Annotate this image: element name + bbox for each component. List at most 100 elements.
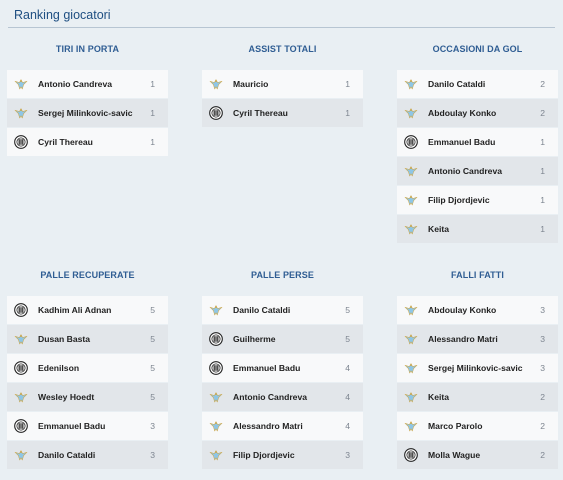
stat-value: 5	[345, 305, 350, 315]
player-row[interactable]: Antonio Candreva 1	[7, 70, 168, 98]
player-name: Filip Djordjevic	[428, 195, 490, 205]
lazio-eagle-icon	[209, 79, 223, 90]
player-row[interactable]: Abdoulay Konko 3	[397, 296, 558, 324]
lazio-eagle-icon	[14, 108, 28, 119]
player-row[interactable]: Antonio Candreva 4	[202, 383, 363, 411]
stat-value: 3	[345, 450, 350, 460]
player-row[interactable]: Molla Wague 2	[397, 441, 558, 469]
panel-title: ASSIST TOTALI	[248, 44, 317, 54]
player-row[interactable]: Antonio Candreva 1	[397, 157, 558, 185]
ranking-list: Danilo Cataldi 2 Abdoulay Konko 2 Emmanuel B…	[397, 70, 558, 243]
player-row[interactable]: Edenilson 5	[7, 354, 168, 382]
player-name: Alessandro Matri	[233, 421, 303, 431]
player-row[interactable]: Alessandro Matri 3	[397, 325, 558, 353]
player-name: Emmanuel Badu	[38, 421, 106, 431]
player-row[interactable]: Emmanuel Badu 3	[7, 412, 168, 440]
stat-value: 3	[150, 421, 155, 431]
player-row[interactable]: Danilo Cataldi 2	[397, 70, 558, 98]
ranking-panel: PALLE RECUPERATE Kadhim Ali Adnan 5 Dusan …	[7, 270, 168, 470]
stat-value: 5	[150, 305, 155, 315]
player-row[interactable]: Alessandro Matri 4	[202, 412, 363, 440]
player-name: Alessandro Matri	[428, 334, 498, 344]
udinese-crest-icon	[209, 332, 223, 346]
player-name: Keita	[428, 224, 450, 234]
ranking-panel: PALLE PERSE Danilo Cataldi 5 Guilherme 5 Emm…	[202, 270, 363, 470]
player-row[interactable]: Mauricio 1	[202, 70, 363, 98]
player-name: Danilo Cataldi	[38, 450, 96, 460]
player-name: Danilo Cataldi	[428, 79, 486, 89]
player-row[interactable]: Danilo Cataldi 3	[7, 441, 168, 469]
lazio-eagle-icon	[404, 392, 418, 403]
stat-value: 2	[540, 450, 545, 460]
player-row[interactable]: Guilherme 5	[202, 325, 363, 353]
stat-value: 5	[345, 334, 350, 344]
ranking-panel: FALLI FATTI Abdoulay Konko 3 Alessandro Ma…	[397, 270, 558, 470]
lazio-eagle-icon	[404, 166, 418, 177]
player-row[interactable]: Filip Djordjevic 1	[397, 186, 558, 214]
udinese-crest-icon	[14, 419, 28, 433]
player-name: Cyril Thereau	[233, 108, 288, 118]
lazio-eagle-icon	[404, 305, 418, 316]
player-name: Sergej Milinkovic-savic	[38, 108, 133, 118]
ranking-list: Mauricio 1 Cyril Thereau 1	[202, 70, 363, 127]
player-row[interactable]: Wesley Hoedt 5	[7, 383, 168, 411]
panel-title: TIRI IN PORTA	[55, 44, 120, 54]
panel-title: PALLE RECUPERATE	[40, 270, 135, 280]
stat-value: 5	[150, 392, 155, 402]
player-row[interactable]: Dusan Basta 5	[7, 325, 168, 353]
lazio-eagle-icon	[14, 334, 28, 345]
stat-value: 5	[150, 334, 155, 344]
stat-value: 1	[345, 108, 350, 118]
player-row[interactable]: Emmanuel Badu 4	[202, 354, 363, 382]
player-name: Molla Wague	[428, 450, 481, 460]
stat-value: 1	[150, 108, 155, 118]
udinese-crest-icon	[209, 106, 223, 120]
stat-value: 2	[540, 421, 545, 431]
stat-value: 1	[540, 195, 545, 205]
stat-value: 4	[345, 421, 350, 431]
stat-value: 3	[540, 363, 545, 373]
panel-title: OCCASIONI DA GOL	[432, 44, 523, 54]
player-row[interactable]: Emmanuel Badu 1	[397, 128, 558, 156]
player-row[interactable]: Cyril Thereau 1	[7, 128, 168, 156]
udinese-crest-icon	[14, 303, 28, 317]
player-name: Emmanuel Badu	[428, 137, 496, 147]
player-row[interactable]: Keita 1	[397, 215, 558, 243]
player-row[interactable]: Marco Parolo 2	[397, 412, 558, 440]
lazio-eagle-icon	[404, 363, 418, 374]
player-name: Antonio Candreva	[428, 166, 503, 176]
ranking-panel: ASSIST TOTALI Mauricio 1 Cyril Thereau 1	[202, 44, 363, 128]
player-row[interactable]: Keita 2	[397, 383, 558, 411]
player-name: Guilherme	[233, 334, 276, 344]
stat-value: 1	[150, 79, 155, 89]
lazio-eagle-icon	[404, 195, 418, 206]
ranking-panel: OCCASIONI DA GOL Danilo Cataldi 2 Abdoulay…	[397, 44, 558, 244]
player-row[interactable]: Sergej Milinkovic-savic 3	[397, 354, 558, 382]
lazio-eagle-icon	[14, 392, 28, 403]
panel-title: PALLE PERSE	[251, 270, 314, 280]
player-row[interactable]: Abdoulay Konko 2	[397, 99, 558, 127]
udinese-crest-icon	[14, 361, 28, 375]
player-row[interactable]: Sergej Milinkovic-savic 1	[7, 99, 168, 127]
player-name: Emmanuel Badu	[233, 363, 301, 373]
title-divider	[8, 27, 555, 28]
ranking-panel: TIRI IN PORTA Antonio Candreva 1 Sergej Mi…	[7, 44, 168, 157]
player-name: Cyril Thereau	[38, 137, 93, 147]
stat-value: 3	[150, 450, 155, 460]
udinese-crest-icon	[404, 448, 418, 462]
ranking-list: Danilo Cataldi 5 Guilherme 5 Emmanuel Badu 4 A…	[202, 296, 363, 469]
player-row[interactable]: Danilo Cataldi 5	[202, 296, 363, 324]
stat-value: 4	[345, 363, 350, 373]
stat-value: 2	[540, 108, 545, 118]
stat-value: 3	[540, 305, 545, 315]
lazio-eagle-icon	[404, 79, 418, 90]
ranking-list: Kadhim Ali Adnan 5 Dusan Basta 5 Edenilson 5 W…	[7, 296, 168, 469]
udinese-crest-icon	[209, 361, 223, 375]
stat-value: 1	[540, 166, 545, 176]
player-row[interactable]: Kadhim Ali Adnan 5	[7, 296, 168, 324]
player-row[interactable]: Cyril Thereau 1	[202, 99, 363, 127]
lazio-eagle-icon	[209, 392, 223, 403]
player-row[interactable]: Filip Djordjevic 3	[202, 441, 363, 469]
stat-value: 1	[345, 79, 350, 89]
ranking-list: Abdoulay Konko 3 Alessandro Matri 3 Sergej M…	[397, 296, 558, 469]
